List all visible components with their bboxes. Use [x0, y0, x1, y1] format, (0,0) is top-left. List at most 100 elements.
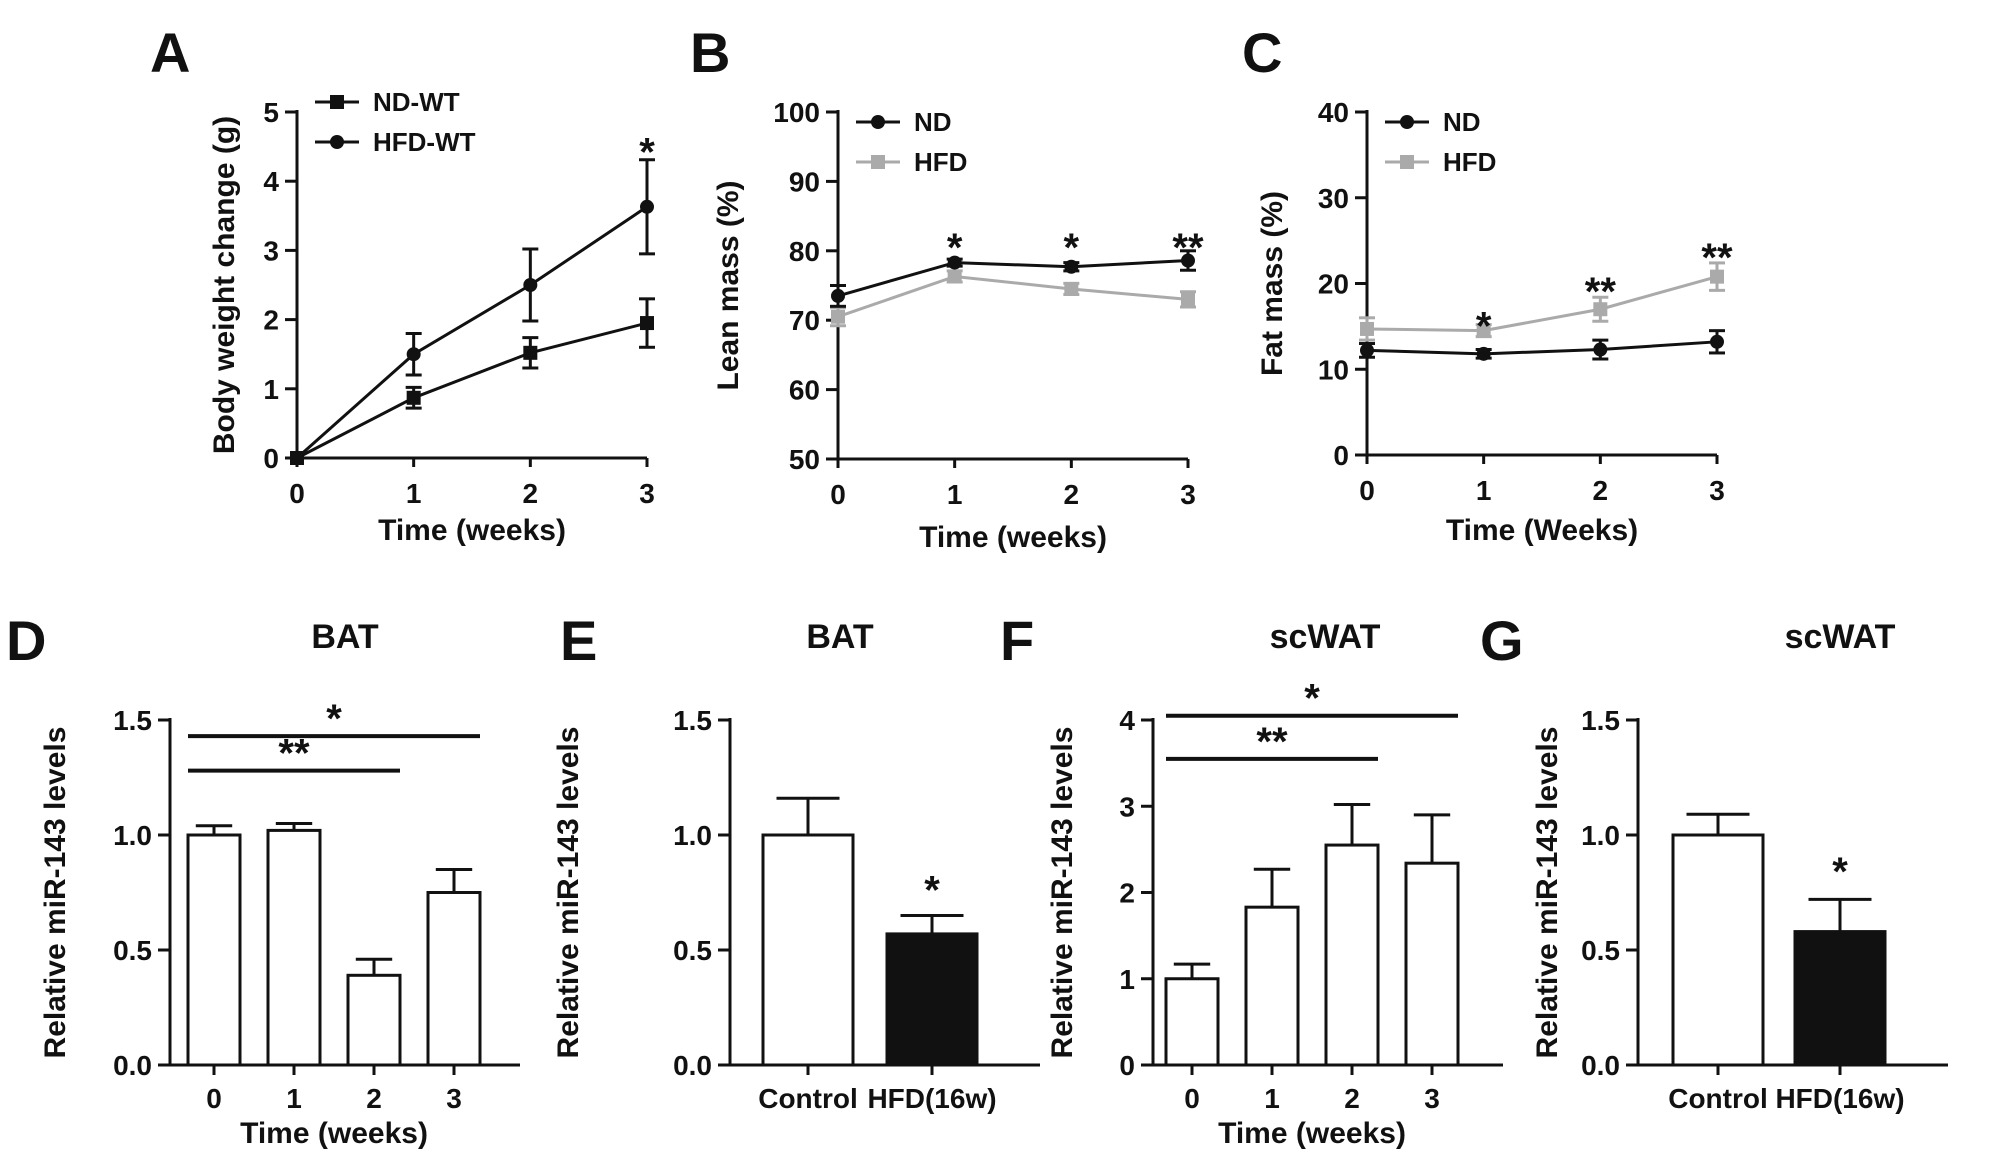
y-tick-label: 1.0	[673, 820, 712, 851]
y-tick-label: 0.5	[113, 935, 152, 966]
panel-letter: B	[690, 21, 730, 84]
legend-marker	[871, 155, 885, 169]
x-tick-label: 2	[1593, 475, 1609, 506]
data-point	[640, 199, 654, 214]
data-point	[1593, 342, 1608, 357]
bar	[761, 833, 855, 1067]
data-point	[831, 288, 845, 303]
x-tick-label: 3	[1709, 475, 1725, 506]
y-tick-label: 5	[263, 97, 279, 128]
data-point	[1064, 259, 1079, 274]
panel-letter: F	[1000, 609, 1034, 672]
series-line-hfd	[837, 274, 1189, 319]
y-tick-label: 50	[789, 444, 820, 475]
y-tick-label: 60	[789, 375, 820, 406]
x-tick-label: HFD(16w)	[1775, 1083, 1904, 1114]
y-axis-title: Relative miR-143 levels	[39, 727, 72, 1059]
panel-letter: E	[560, 609, 597, 672]
y-tick-label: 3	[1119, 791, 1135, 822]
data-point	[1181, 292, 1195, 307]
y-tick-label: 1.0	[1581, 820, 1620, 851]
y-tick-label: 20	[1318, 269, 1349, 300]
significance-star: *	[1832, 850, 1848, 894]
x-tick-label: 0	[830, 479, 846, 510]
data-point	[1710, 269, 1724, 284]
y-axis-title: Lean mass (%)	[712, 180, 745, 390]
y-tick-label: 0	[1119, 1050, 1135, 1081]
legend-marker	[1400, 115, 1414, 129]
y-tick-label: 30	[1318, 183, 1349, 214]
y-tick-label: 1.5	[673, 705, 712, 736]
y-axis-title: Fat mass (%)	[1256, 191, 1289, 376]
bar	[1244, 905, 1300, 1067]
x-tick-label: 1	[947, 479, 963, 510]
x-tick-label: 1	[286, 1083, 302, 1114]
x-axis-title: Time (weeks)	[378, 514, 566, 547]
y-tick-label: 10	[1318, 354, 1349, 385]
y-tick-label: 0.0	[1581, 1050, 1620, 1081]
x-tick-label: 1	[406, 478, 422, 509]
y-tick-label: 1	[1119, 964, 1135, 995]
bar	[186, 833, 242, 1067]
series-line-nd	[1366, 340, 1718, 356]
chart-title: BAT	[806, 618, 874, 656]
y-tick-label: 0.0	[113, 1050, 152, 1081]
chart-title: scWAT	[1270, 618, 1381, 656]
bar	[426, 891, 482, 1067]
chart-title: BAT	[311, 618, 379, 656]
y-axis-title: Relative miR-143 levels	[1046, 727, 1079, 1059]
y-axis-title: Relative miR-143 levels	[552, 727, 585, 1059]
panel-letter: G	[1480, 609, 1524, 672]
legend-label: ND	[1443, 107, 1481, 137]
legend-label: HFD	[914, 147, 967, 177]
significance-star: *	[947, 226, 963, 270]
panel-letter: D	[6, 609, 46, 672]
panel-letter: C	[1242, 21, 1282, 84]
x-tick-label: Control	[758, 1083, 858, 1114]
y-tick-label: 4	[263, 166, 279, 197]
x-tick-label: 1	[1476, 475, 1492, 506]
data-point	[1476, 346, 1491, 361]
x-tick-label: 1	[1264, 1083, 1280, 1114]
y-tick-label: 2	[1119, 878, 1135, 909]
data-point	[406, 390, 421, 405]
series-line-hfd	[1366, 275, 1718, 333]
legend-label: ND-WT	[373, 87, 460, 117]
y-tick-label: 0.5	[1581, 935, 1620, 966]
legend-marker	[330, 135, 344, 149]
y-tick-label: 1	[263, 374, 279, 405]
y-tick-label: 2	[263, 305, 279, 336]
chart-title: scWAT	[1785, 618, 1896, 656]
y-tick-label: 40	[1318, 97, 1349, 128]
x-tick-label: 0	[1184, 1083, 1200, 1114]
bar	[1324, 843, 1380, 1067]
x-tick-label: 2	[1064, 479, 1080, 510]
y-tick-label: 90	[789, 166, 820, 197]
data-point	[1360, 343, 1374, 358]
x-tick-label: 0	[289, 478, 305, 509]
significance-star: *	[1064, 226, 1080, 270]
x-tick-label: 2	[523, 478, 539, 509]
y-tick-label: 1.5	[113, 705, 152, 736]
y-axis-title: Relative miR-143 levels	[1531, 727, 1564, 1059]
data-point	[947, 269, 962, 284]
y-tick-label: 1.0	[113, 820, 152, 851]
data-point	[640, 316, 654, 331]
data-point	[1064, 281, 1079, 296]
legend-marker	[330, 95, 344, 109]
legend-marker	[871, 115, 885, 129]
data-point	[831, 309, 845, 324]
x-tick-label: 0	[1359, 475, 1375, 506]
bar	[266, 828, 322, 1067]
significance-star: *	[1476, 305, 1492, 349]
significance-star: **	[278, 732, 310, 776]
data-point	[947, 255, 962, 270]
x-axis-title: Time (Weeks)	[1446, 514, 1638, 547]
significance-star: *	[924, 868, 940, 912]
bar	[1671, 833, 1765, 1067]
x-tick-label: HFD(16w)	[867, 1083, 996, 1114]
significance-star: **	[1701, 236, 1733, 280]
y-tick-label: 0	[263, 443, 279, 474]
